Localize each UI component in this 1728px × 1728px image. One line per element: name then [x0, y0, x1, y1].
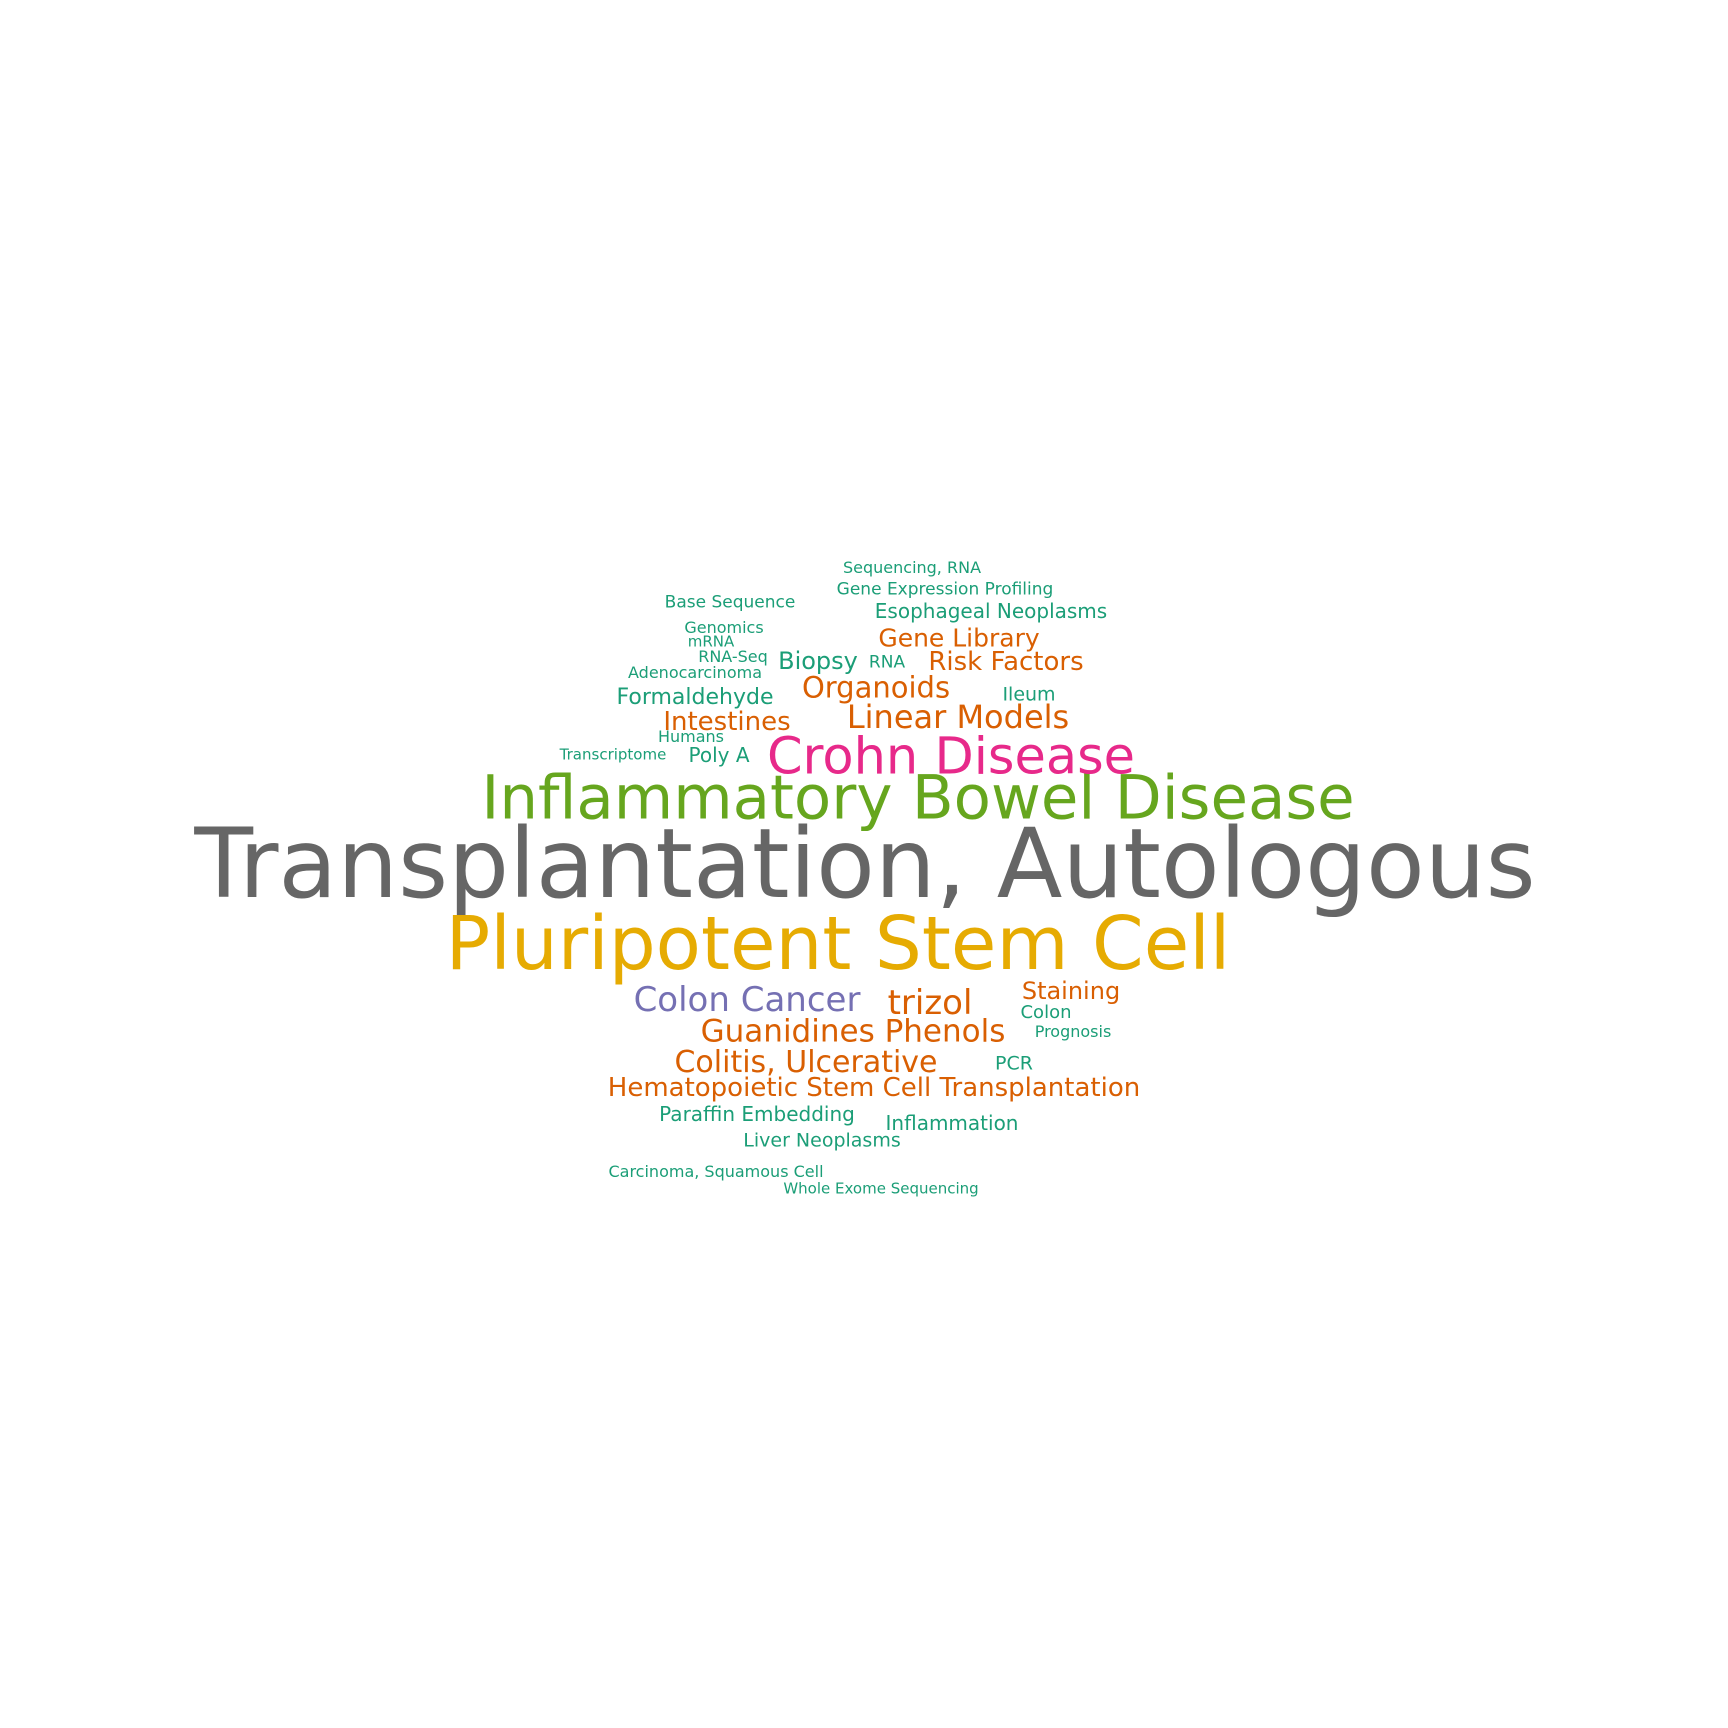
cloud-word: Colon — [1020, 1002, 1072, 1023]
cloud-word: Formaldehyde — [616, 685, 774, 710]
cloud-word: Adenocarcinoma — [628, 663, 762, 682]
cloud-word: Transcriptome — [559, 745, 667, 764]
cloud-word: Colitis, Ulcerative — [674, 1045, 938, 1080]
cloud-word: RNA-Seq — [698, 647, 768, 666]
cloud-word: Organoids — [801, 670, 951, 705]
cloud-word: Guanidines Phenols — [700, 1013, 1006, 1050]
cloud-word: Whole Exome Sequencing — [783, 1179, 979, 1198]
cloud-word: Sequencing, RNA — [842, 558, 982, 577]
cloud-word: Poly A — [688, 743, 750, 767]
cloud-word: Liver Neoplasms — [743, 1129, 901, 1152]
cloud-word: Paraffin Embedding — [659, 1102, 855, 1126]
cloud-word: Carcinoma, Squamous Cell — [608, 1162, 824, 1181]
cloud-word: Esophageal Neoplasms — [874, 599, 1108, 623]
cloud-word: Crohn Disease — [766, 727, 1136, 787]
cloud-word: Pluripotent Stem Cell — [445, 901, 1231, 987]
cloud-word: mRNA — [687, 632, 735, 651]
cloud-word: Base Sequence — [664, 592, 796, 613]
cloud-word: Colon Cancer — [633, 980, 861, 1020]
cloud-word: Prognosis — [1034, 1022, 1112, 1041]
cloud-word: trizol — [887, 983, 973, 1023]
cloud-word: Gene Expression Profiling — [836, 579, 1054, 600]
cloud-word: Staining — [1021, 977, 1121, 1005]
cloud-word: Ileum — [1002, 683, 1056, 706]
cloud-word: RNA — [868, 652, 906, 673]
cloud-word: Hematopoietic Stem Cell Transplantation — [607, 1073, 1141, 1103]
cloud-word: Transplantation, Autologous — [194, 808, 1536, 920]
cloud-word: Inflammatory Bowel Disease — [481, 762, 1355, 834]
cloud-word: Risk Factors — [928, 647, 1084, 677]
cloud-word: Genomics — [684, 618, 764, 637]
cloud-word: Humans — [657, 727, 725, 746]
cloud-word: Inflammation — [885, 1111, 1019, 1135]
cloud-word: Intestines — [663, 707, 791, 737]
cloud-word: Gene Library — [878, 623, 1040, 653]
cloud-word: Biopsy — [778, 647, 858, 675]
cloud-word: Linear Models — [846, 698, 1070, 736]
cloud-word: PCR — [995, 1052, 1033, 1075]
